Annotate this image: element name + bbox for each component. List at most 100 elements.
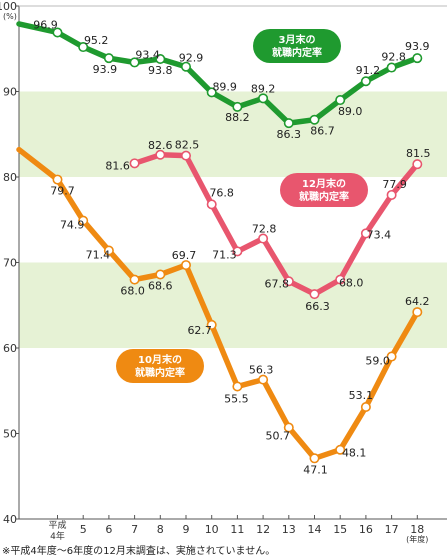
data-label: 68.6 <box>148 279 173 292</box>
x-tick-label: 4年 <box>50 530 65 542</box>
data-label: 89.0 <box>338 105 363 118</box>
series-label-text: 就職内定率 <box>272 46 322 59</box>
data-label: 72.8 <box>252 223 277 236</box>
x-tick-label: 18 <box>410 523 424 536</box>
data-point <box>335 95 346 106</box>
footnote: ※平成4年度～6年度の12月末調査は、実施されていません。 <box>2 546 276 557</box>
x-tick-label: 12 <box>256 523 270 536</box>
y-tick-label: 90 <box>3 86 17 99</box>
data-point <box>412 159 423 170</box>
data-label: 89.2 <box>251 82 276 95</box>
data-label: 71.3 <box>212 248 237 261</box>
data-point <box>386 189 397 200</box>
data-point <box>155 149 166 160</box>
data-point <box>103 245 114 256</box>
data-label: 50.7 <box>266 430 291 443</box>
x-unit-label: (年度) <box>406 534 428 544</box>
data-point <box>232 101 243 112</box>
data-point <box>129 158 140 169</box>
data-point <box>386 62 397 73</box>
data-point <box>335 444 346 455</box>
data-label: 67.8 <box>265 277 290 290</box>
series-label-text: 10月末の <box>138 353 182 366</box>
x-tick-label: 13 <box>282 523 296 536</box>
y-unit-label: (%) <box>3 12 17 21</box>
y-tick-label: 70 <box>3 257 17 270</box>
data-point <box>206 87 217 98</box>
data-point <box>283 276 294 287</box>
series-label-badge <box>280 173 368 207</box>
data-point <box>181 260 192 271</box>
data-label: 86.7 <box>310 125 335 138</box>
data-point <box>129 274 140 285</box>
data-label: 69.7 <box>172 249 197 262</box>
x-tick-label: 10 <box>205 523 219 536</box>
x-tick-label: 5 <box>80 523 87 536</box>
x-tick-label: 7 <box>131 523 138 536</box>
data-label: 82.5 <box>175 139 200 152</box>
data-label: 62.7 <box>187 324 212 337</box>
series-label-badge <box>116 349 204 383</box>
data-point <box>412 53 423 64</box>
data-point <box>386 351 397 362</box>
series-points <box>52 27 423 464</box>
data-point <box>103 53 114 64</box>
y-tick-label: 40 <box>3 513 17 526</box>
data-point <box>155 269 166 280</box>
data-label: 74.9 <box>60 219 85 232</box>
data-label: 68.0 <box>120 285 145 298</box>
data-point <box>206 199 217 210</box>
data-point <box>283 422 294 433</box>
series-label-text: 就職内定率 <box>135 366 185 379</box>
series-label-badge <box>253 29 341 63</box>
x-tick-label: 平成 <box>48 519 66 531</box>
data-label: 92.8 <box>381 51 406 64</box>
data-point <box>258 233 269 244</box>
y-tick-label: 100 <box>0 0 17 13</box>
data-label: 95.2 <box>84 34 109 47</box>
data-labels: 96.9 95.2 93.9 93.4 93.8 92.9 89.9 88.2 89.2 86.3… <box>33 19 430 477</box>
data-label: 93.4 <box>135 48 160 61</box>
data-point <box>52 27 63 38</box>
data-point <box>181 61 192 72</box>
data-label: 91.2 <box>356 64 381 77</box>
x-tick-label: 8 <box>157 523 164 536</box>
data-label: 64.2 <box>405 295 430 308</box>
data-label: 56.3 <box>249 364 274 377</box>
x-tick-label: 14 <box>308 523 322 536</box>
data-point <box>335 274 346 285</box>
data-label: 55.5 <box>224 392 249 405</box>
data-label: 68.0 <box>339 277 364 290</box>
x-tick-label: 11 <box>230 523 244 536</box>
data-label: 66.3 <box>305 300 330 313</box>
data-point <box>206 319 217 330</box>
data-point <box>232 246 243 257</box>
data-point <box>78 42 89 53</box>
data-label: 86.3 <box>277 128 302 141</box>
x-tick-label: 9 <box>183 523 190 536</box>
data-point <box>232 381 243 392</box>
data-label: 88.2 <box>225 111 250 124</box>
data-label: 82.6 <box>148 139 173 152</box>
y-tick-label: 80 <box>3 171 17 184</box>
data-label: 77.9 <box>382 178 407 191</box>
data-label: 71.4 <box>86 249 111 262</box>
data-point <box>283 118 294 129</box>
data-label: 81.5 <box>406 147 431 160</box>
data-point <box>360 76 371 87</box>
series-label-text: 就職内定率 <box>299 190 349 203</box>
data-label: 79.7 <box>50 185 75 198</box>
y-tick-label: 60 <box>3 342 17 355</box>
data-label: 53.1 <box>349 389 374 402</box>
background-band <box>19 262 447 348</box>
data-point <box>360 401 371 412</box>
x-tick-label: 16 <box>359 523 373 536</box>
data-label: 89.9 <box>212 80 237 93</box>
series-line <box>16 146 421 462</box>
data-label: 93.9 <box>93 63 118 76</box>
data-point <box>258 374 269 385</box>
y-tick-label: 50 <box>3 428 17 441</box>
data-label: 81.6 <box>105 159 130 172</box>
data-label: 93.8 <box>148 64 173 77</box>
